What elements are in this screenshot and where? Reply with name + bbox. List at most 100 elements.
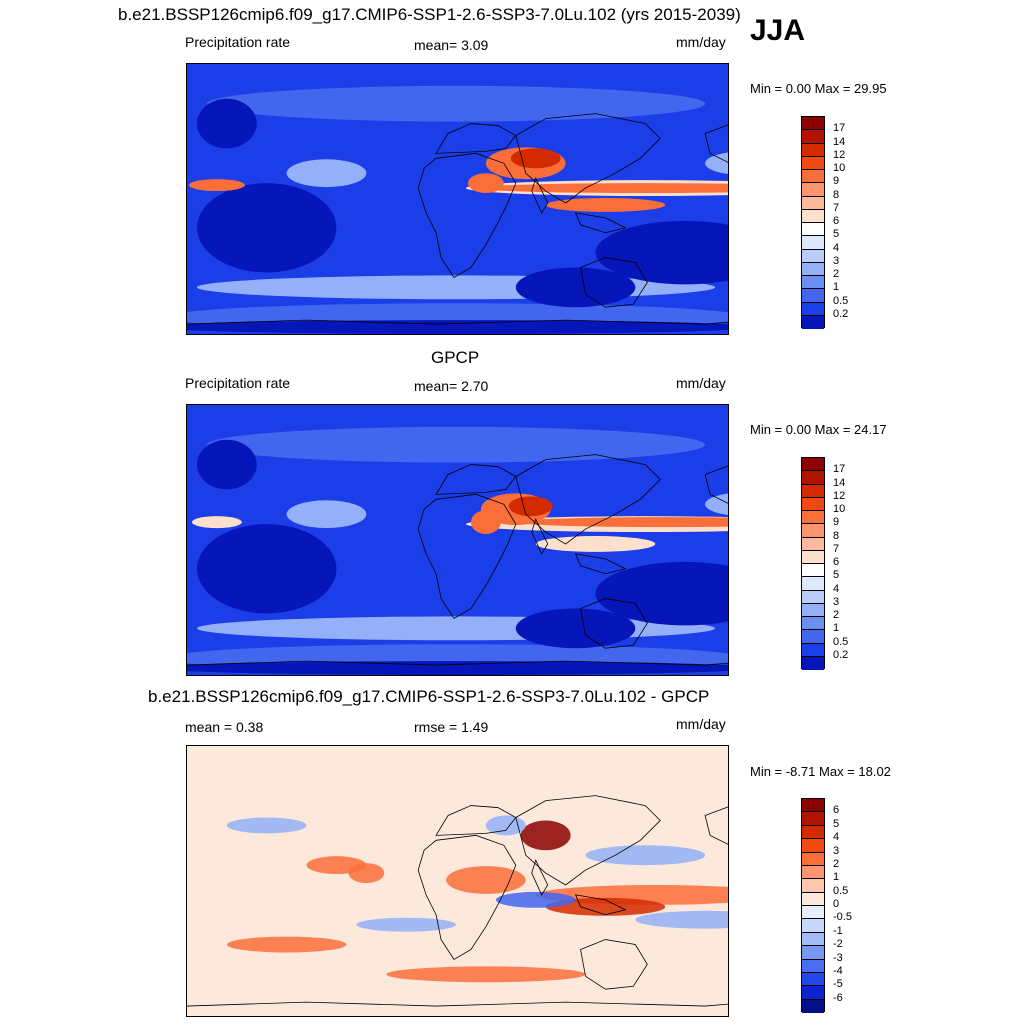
colorbar-tick-label: 5 xyxy=(833,228,840,241)
colorbar-swatch xyxy=(802,315,824,329)
colorbar-tick-label: 9 xyxy=(833,175,840,188)
colorbar-swatch xyxy=(802,196,824,210)
colorbar-tick-label: 14 xyxy=(833,135,846,148)
colorbar-tick-label: 6 xyxy=(833,215,840,227)
panel-1-map xyxy=(186,63,729,335)
colorbar-tick-label: 3 xyxy=(833,844,840,857)
colorbar-tick-label: 4 xyxy=(833,241,840,254)
colorbar-swatch xyxy=(802,630,824,644)
colorbar-swatch xyxy=(802,156,824,170)
panel-3-rmse-label: rmse = 1.49 xyxy=(414,719,489,735)
panel-2-map xyxy=(186,404,729,676)
colorbar-tick-label: 12 xyxy=(833,148,846,161)
panel-1-colorbar xyxy=(801,116,825,329)
colorbar-swatch xyxy=(802,458,824,472)
colorbar-swatch xyxy=(802,852,824,866)
colorbar-tick-label: 2 xyxy=(833,609,840,621)
colorbar-swatch xyxy=(802,879,824,893)
colorbar-swatch xyxy=(802,249,824,263)
panel-3-units-label: mm/day xyxy=(676,716,726,732)
colorbar-swatch xyxy=(802,932,824,947)
colorbar-tick-label: -0.5 xyxy=(833,911,852,924)
colorbar-swatch xyxy=(802,946,824,960)
colorbar-tick-label: 2 xyxy=(833,857,840,870)
colorbar-swatch xyxy=(802,537,824,551)
colorbar-swatch xyxy=(802,497,824,511)
colorbar-swatch xyxy=(802,617,824,631)
colorbar-swatch xyxy=(802,812,824,826)
colorbar-tick-label: 2 xyxy=(833,268,840,280)
colorbar-swatch xyxy=(802,484,824,498)
colorbar-tick-label: 6 xyxy=(833,556,840,568)
panel-3-colorbar xyxy=(801,798,825,1013)
colorbar-swatch xyxy=(802,289,824,303)
colorbar-swatch xyxy=(802,170,824,184)
colorbar-swatch xyxy=(802,865,824,880)
colorbar-swatch xyxy=(802,471,824,485)
panel-3-mean-label: mean = 0.38 xyxy=(185,719,264,735)
colorbar-tick-label: 1 xyxy=(833,622,840,635)
panel-2-units-label: mm/day xyxy=(676,375,726,391)
colorbar-tick-label: 0.5 xyxy=(833,635,849,648)
colorbar-swatch xyxy=(802,825,824,840)
colorbar-tick-label: 7 xyxy=(833,201,840,214)
colorbar-tick-label: 0.5 xyxy=(833,294,849,307)
colorbar-tick-label: 0.5 xyxy=(833,884,849,897)
colorbar-swatch xyxy=(802,564,824,578)
colorbar-swatch xyxy=(802,906,824,920)
colorbar-swatch xyxy=(802,209,824,223)
colorbar-tick-label: 1 xyxy=(833,281,840,294)
colorbar-swatch xyxy=(802,590,824,604)
colorbar-tick-label: 10 xyxy=(833,503,846,515)
colorbar-tick-label: 9 xyxy=(833,516,840,529)
colorbar-swatch xyxy=(802,603,824,617)
colorbar-tick-label: -5 xyxy=(833,978,843,991)
colorbar-tick-label: 3 xyxy=(833,254,840,267)
colorbar-swatch xyxy=(802,839,824,853)
panel-1-minmax: Min = 0.00 Max = 29.95 xyxy=(750,81,887,96)
colorbar-tick-label: 3 xyxy=(833,595,840,608)
colorbar-tick-label: 7 xyxy=(833,542,840,555)
panel-2-colorbar xyxy=(801,457,825,670)
colorbar-tick-label: 8 xyxy=(833,188,840,201)
panel-2-mean-label: mean= 2.70 xyxy=(414,378,489,394)
precip-map-model xyxy=(187,64,728,334)
panel-2-left-label: Precipitation rate xyxy=(185,375,291,391)
colorbar-swatch xyxy=(802,117,824,131)
colorbar-tick-label: 12 xyxy=(833,489,846,502)
colorbar-swatch xyxy=(802,143,824,157)
colorbar-swatch xyxy=(802,643,824,657)
colorbar-swatch xyxy=(802,524,824,538)
colorbar-swatch xyxy=(802,986,824,1000)
colorbar-tick-label: 0.2 xyxy=(833,648,849,661)
colorbar-tick-label: 4 xyxy=(833,582,840,595)
colorbar-tick-label: -6 xyxy=(833,991,843,1004)
colorbar-swatch xyxy=(802,262,824,276)
colorbar-swatch xyxy=(802,511,824,525)
colorbar-tick-label: -3 xyxy=(833,951,843,964)
colorbar-tick-label: -2 xyxy=(833,938,843,951)
colorbar-swatch xyxy=(802,130,824,144)
panel-1-units-label: mm/day xyxy=(676,34,726,50)
colorbar-swatch xyxy=(802,550,824,564)
colorbar-swatch xyxy=(802,276,824,290)
colorbar-tick-label: 14 xyxy=(833,476,846,489)
precip-map-gpcp xyxy=(187,405,728,675)
colorbar-swatch xyxy=(802,799,824,813)
colorbar-tick-label: 5 xyxy=(833,817,840,830)
colorbar-tick-label: 1 xyxy=(833,871,840,884)
colorbar-swatch xyxy=(802,183,824,197)
colorbar-tick-label: 17 xyxy=(833,122,846,135)
colorbar-swatch xyxy=(802,999,824,1013)
main-title: b.e21.BSSP126cmip6.f09_g17.CMIP6-SSP1-2.… xyxy=(118,5,741,24)
colorbar-tick-label: 17 xyxy=(833,463,846,476)
colorbar-swatch xyxy=(802,577,824,591)
season-label: JJA xyxy=(750,14,806,47)
panel-1-left-label: Precipitation rate xyxy=(185,34,291,50)
colorbar-tick-label: 4 xyxy=(833,831,840,844)
colorbar-swatch xyxy=(802,656,824,670)
colorbar-tick-label: -1 xyxy=(833,924,843,937)
colorbar-swatch xyxy=(802,959,824,973)
colorbar-swatch xyxy=(802,223,824,237)
panel-3-map xyxy=(186,745,729,1017)
